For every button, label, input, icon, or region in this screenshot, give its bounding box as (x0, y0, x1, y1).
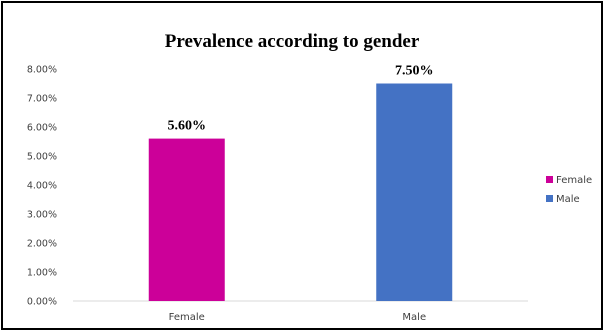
legend-label-male: Male (556, 194, 580, 205)
legend-swatch-male (546, 195, 553, 202)
data-label-female: 5.60% (168, 119, 207, 134)
x-axis: Female Male (169, 312, 426, 323)
y-tick-label: 2.00% (27, 239, 57, 250)
y-tick-label: 4.00% (27, 181, 57, 192)
bars: 5.60% 7.50% (149, 64, 453, 302)
y-tick-label: 5.00% (27, 152, 57, 163)
bar-female (149, 139, 225, 301)
legend: Female Male (546, 175, 592, 205)
bar-male (376, 84, 452, 302)
y-tick-label: 6.00% (27, 123, 57, 134)
bar-chart: Prevalence according to gender 0.00% 1.00… (3, 3, 601, 328)
y-tick-label: 0.00% (27, 297, 57, 308)
y-tick-label: 7.00% (27, 94, 57, 105)
chart-frame: Prevalence according to gender 0.00% 1.00… (1, 1, 603, 330)
y-tick-label: 3.00% (27, 210, 57, 221)
data-label-male: 7.50% (395, 64, 434, 79)
x-tick-label-male: Male (402, 312, 426, 323)
y-tick-label: 1.00% (27, 268, 57, 279)
chart-title: Prevalence according to gender (165, 31, 420, 52)
y-axis: 0.00% 1.00% 2.00% 3.00% 4.00% 5.00% 6.00% 7.00%… (27, 65, 528, 308)
legend-swatch-female (546, 176, 553, 183)
y-tick-label: 8.00% (27, 65, 57, 76)
legend-label-female: Female (556, 175, 592, 186)
x-tick-label-female: Female (169, 312, 205, 323)
